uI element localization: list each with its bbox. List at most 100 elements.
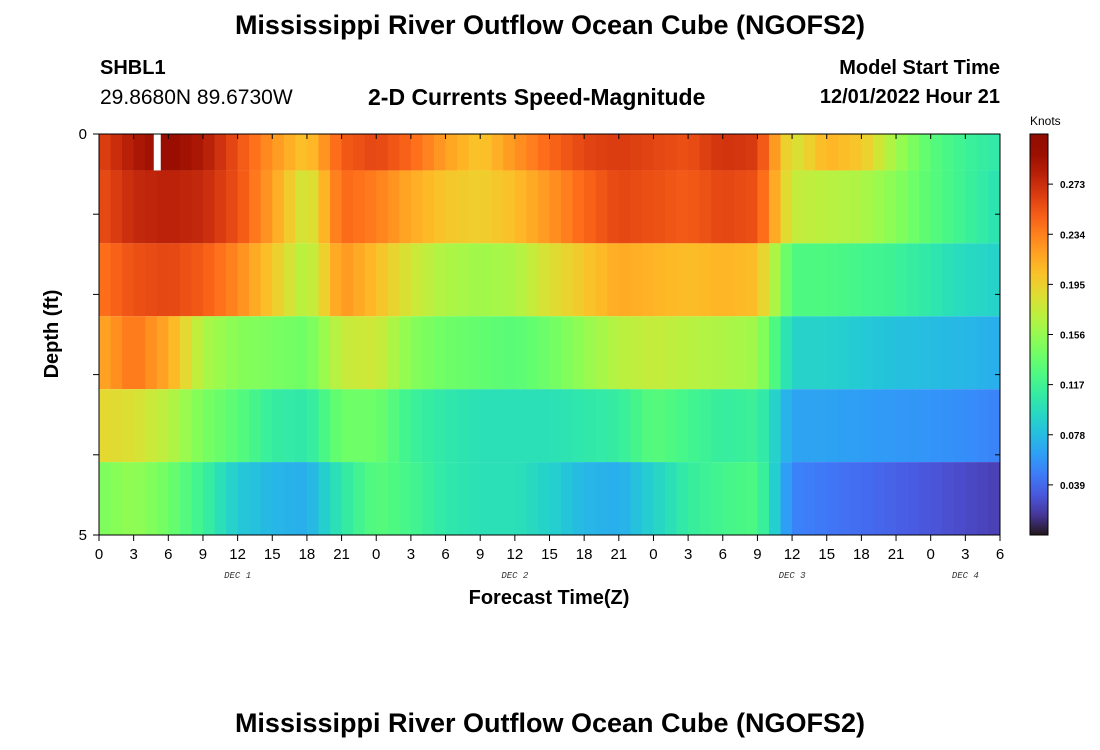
heatmap-cell [491, 243, 504, 317]
heatmap-cell [584, 170, 597, 244]
heatmap-cell [156, 170, 169, 244]
heatmap-cell [514, 170, 527, 244]
heatmap-cell [884, 462, 897, 535]
heatmap-cell [353, 462, 366, 535]
heatmap-cell [734, 134, 747, 171]
heatmap-cell [618, 462, 631, 535]
heatmap-cell [514, 243, 527, 317]
heatmap-cell [896, 389, 908, 463]
colorbar-tick-label: 0.078 [1060, 431, 1085, 442]
heatmap-cell [826, 316, 839, 390]
heatmap-cell [699, 316, 712, 390]
heatmap-cell [110, 316, 123, 390]
heatmap-cell [745, 389, 758, 463]
heatmap-cell [549, 316, 562, 390]
heatmap-cell [491, 462, 504, 535]
heatmap-cell [145, 170, 158, 244]
x-tick-label: 9 [476, 546, 484, 563]
colorbar: Knots 0.039 0.078 0.117 0.156 0.195 0.234 0.27… [1029, 114, 1085, 536]
heatmap-cell [896, 134, 908, 171]
heatmap-cell [202, 170, 215, 244]
heatmap-cell [965, 316, 978, 390]
heatmap-cell [838, 243, 851, 317]
heatmap-cell [965, 134, 978, 171]
heatmap-cell [976, 389, 989, 463]
heatmap-cell [896, 243, 908, 317]
heatmap-cell [249, 316, 262, 390]
heatmap-cell [387, 389, 400, 463]
heatmap-cell [179, 243, 192, 317]
heatmap-cell [607, 462, 620, 535]
heatmap-cell [168, 243, 181, 317]
heatmap-cell [445, 316, 458, 390]
heatmap-cell [410, 170, 423, 244]
heatmap-cell [341, 316, 354, 390]
heatmap-cell [168, 316, 181, 390]
heatmap-cell [445, 243, 458, 317]
heatmap-cell [491, 316, 504, 390]
heatmap-cell [283, 389, 296, 463]
heatmap-cell [433, 243, 446, 317]
heatmap-cell [757, 134, 770, 171]
station-coordinates: 29.8680N 89.6730W [100, 86, 293, 109]
heatmap-cell [722, 389, 735, 463]
heatmap-cell [919, 170, 932, 244]
heatmap-cell [272, 243, 285, 317]
heatmap-cell [99, 243, 111, 317]
heatmap-cell [110, 170, 123, 244]
heatmap-cell [734, 389, 747, 463]
heatmap-cell [537, 462, 550, 535]
heatmap-cell [953, 389, 966, 463]
heatmap-cell [514, 389, 527, 463]
heatmap-cell [295, 243, 308, 317]
heatmap-cell [872, 389, 885, 463]
x-tick-label: 0 [927, 546, 935, 563]
heatmap-cell [399, 243, 412, 317]
heatmap-cell [907, 170, 920, 244]
heatmap-cell [99, 389, 111, 463]
heatmap-cell [930, 243, 943, 317]
heatmap-cell [214, 389, 227, 463]
x-tick-label: 12 [784, 546, 801, 563]
heatmap-cell [768, 243, 781, 317]
heatmap-cell [630, 170, 643, 244]
heatmap-cell [942, 170, 955, 244]
heatmap-cell [133, 170, 146, 244]
missing-marks [153, 134, 161, 171]
heatmap-cell [295, 462, 308, 535]
heatmap-cell [549, 389, 562, 463]
heatmap-cell [618, 134, 631, 171]
heatmap-cell [260, 170, 273, 244]
heatmap-cell [226, 316, 239, 390]
heatmap-cell [688, 243, 701, 317]
heatmap-cell [156, 134, 169, 171]
heatmap-cell [653, 134, 666, 171]
heatmap-cell [457, 134, 470, 171]
colorbar-tick-label: 0.234 [1060, 230, 1085, 241]
heatmap-cell [919, 389, 932, 463]
heatmap-cell [306, 243, 319, 317]
heatmap-cell [214, 316, 227, 390]
heatmap-cell [480, 389, 493, 463]
heatmap-cell [249, 170, 262, 244]
heatmap-cell [838, 134, 851, 171]
x-tick-label: 15 [264, 546, 281, 563]
heatmap-cell [503, 170, 516, 244]
heatmap-cell [768, 134, 781, 171]
heatmap-cell [734, 170, 747, 244]
heatmap-cell [607, 134, 620, 171]
heatmap-cell [965, 462, 978, 535]
heatmap-cell [676, 134, 689, 171]
heatmap-cell [630, 134, 643, 171]
heatmap-cell [976, 134, 989, 171]
heatmap-cell [722, 170, 735, 244]
heatmap-cell [861, 316, 874, 390]
heatmap-cell [260, 134, 273, 171]
heatmap-cell [965, 170, 978, 244]
heatmap-cell [976, 462, 989, 535]
heatmap-cell [491, 170, 504, 244]
heatmap-cell [942, 462, 955, 535]
heatmap-cell [872, 316, 885, 390]
heatmap-cell [711, 316, 724, 390]
heatmap-cell [988, 389, 1001, 463]
